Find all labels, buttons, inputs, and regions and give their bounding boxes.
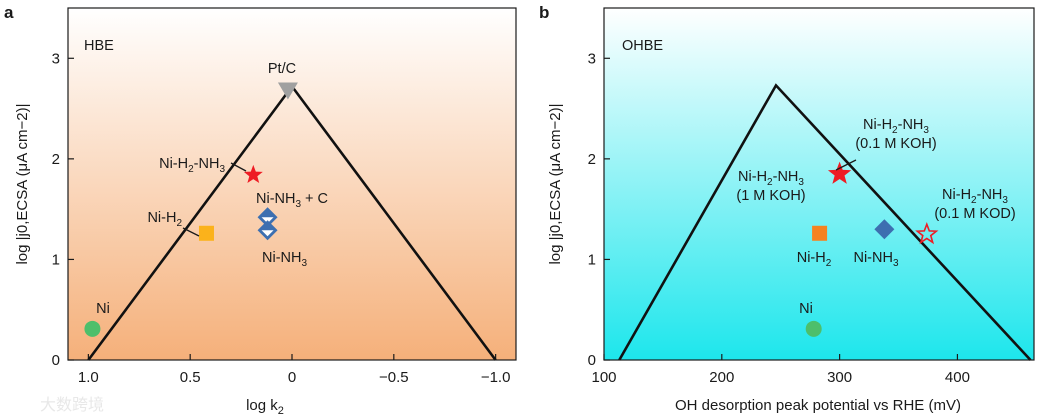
ni-label: Ni [96,301,110,317]
ni-h2-marker [198,225,214,241]
x-axis-title-b: OH desorption peak potential vs RHE (mV) [675,397,961,414]
x-tick-label: 400 [945,369,970,386]
ni-h2-nh3-1-m-koh-label: Ni-H2-NH3 [738,169,804,188]
ni-nh3-c-marker [257,207,278,228]
x-tick-label: 300 [827,369,852,386]
ni-h2-label: Ni-H2 [147,210,182,229]
x-tick-label: −0.5 [379,369,409,386]
axis-ticks-b: 100 200 300 400 0 1 2 3 [588,50,970,386]
y-axis-title-a: log |j0,ECSA (μA cm−2)| [14,103,31,264]
point-labels-a: Pt/C Ni-H2-NH3 Ni-NH3 + C Ni-NH3 Ni-H2 Ni [96,61,328,317]
ni-marker [84,320,101,337]
y-tick-label: 0 [588,352,596,369]
inset-label-hbe: HBE [84,38,114,54]
panel-letter-a: a [4,3,14,22]
y-tick-label: 1 [52,251,60,268]
ni-h2-nh3-1-m-koh-label-line2: (1 M KOH) [736,188,805,204]
ni-nh3-marker [257,220,278,241]
ni-nh3-c-label: Ni-NH3 + C [256,191,328,210]
y-tick-label: 1 [588,251,596,268]
x-tick-label: −1.0 [481,369,511,386]
ni-h2-nh3-leader-line [230,162,247,172]
ni-h2-nh3-0-1-m-koh-label: Ni-H2-NH3 [863,117,929,136]
volcano-line [618,83,1032,361]
ni-nh3-label: Ni-NH3 [853,250,898,269]
x-axis-title-a-sub: 2 [278,405,284,417]
ni-h2-nh3-0-1-m-kod-marker [915,222,939,245]
ni-h2-nh3-label: Ni-H2-NH3 [159,156,225,175]
ni-nh3-marker [874,219,895,240]
ni-label: Ni [799,301,813,317]
ni-h2-nh3-0-1-m-koh-leader-line [835,159,857,171]
y-tick-label: 2 [588,151,596,168]
y-tick-label: 0 [52,352,60,369]
y-tick-label: 2 [52,151,60,168]
pt-c-marker [277,82,298,100]
pt-c-label: Pt/C [268,61,296,77]
x-tick-label: 0.5 [180,369,201,386]
x-tick-label: 1.0 [78,369,99,386]
panel-letter-b: b [539,3,549,22]
ni-h2-nh3-0-1-m-koh-label-line2: (0.1 M KOH) [855,136,936,152]
ni-marker [805,320,822,337]
inset-label-ohbe: OHBE [622,38,663,54]
x-tick-label: 200 [709,369,734,386]
panel-a-chart: a HBE 1.0 0.5 0 −0.5 −1.0 0 1 2 3 Pt/C Ni-H2-NH3 N… [4,3,517,417]
ni-h2-leader-line [182,227,200,237]
x-tick-label: 100 [591,369,616,386]
y-tick-label: 3 [588,50,596,67]
volcano-curve-b [618,83,1032,361]
ni-nh3-label: Ni-NH3 [262,250,307,269]
point-labels-b: Ni-H2-NH3(0.1 M KOH)Ni-H2-NH3(1 M KOH) Ni… [736,117,1015,317]
x-axis-title-a-main: log k [246,397,278,414]
ni-h2-nh3-0-1-m-kod-label: Ni-H2-NH3 [942,187,1008,206]
ni-h2-nh3-0-1-m-kod-label-line2: (0.1 M KOD) [934,206,1015,222]
x-axis-title-a: log k2 [246,397,284,417]
ni-h2-nh3-1-m-koh-marker [827,161,852,184]
ni-h2-nh3-0-1-m-koh-marker [830,163,850,182]
plot-frame-a [67,7,517,361]
data-points-b [805,161,939,337]
plot-area-b [604,8,1034,360]
data-points-a [84,82,298,337]
ni-h2-nh3-marker [243,164,263,183]
ni-h2-label: Ni-H2 [797,250,832,269]
plot-area-a [68,8,516,360]
plot-frame-b [603,7,1035,361]
x-tick-label: 0 [288,369,296,386]
y-tick-label: 3 [52,50,60,67]
ni-h2-marker [812,225,828,241]
watermark: 大数跨境 [40,395,104,414]
y-axis-title-b: log |j0,ECSA (μA cm−2)| [547,103,564,264]
